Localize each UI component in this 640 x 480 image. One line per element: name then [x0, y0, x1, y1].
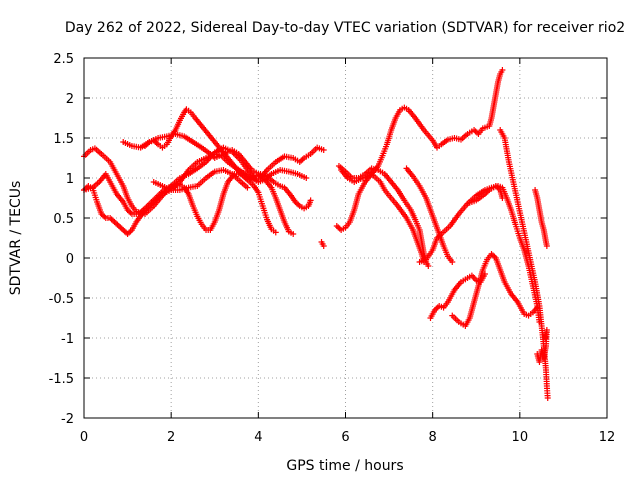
series-14 [449, 251, 541, 329]
data-point [303, 175, 310, 181]
x-tick-label: 0 [80, 430, 88, 445]
series-16 [534, 327, 550, 365]
data-point [320, 147, 327, 153]
data-point [542, 335, 549, 341]
series-9 [335, 163, 432, 269]
y-tick-label: 2.5 [53, 52, 74, 67]
x-tick-label: 6 [341, 430, 349, 445]
y-tick-label: 0 [66, 252, 74, 267]
series-5 [150, 167, 251, 193]
y-tick-label: -1 [61, 332, 74, 347]
series-10 [403, 165, 456, 265]
series-6 [318, 239, 327, 249]
data-point [290, 231, 297, 237]
data-point [320, 243, 327, 249]
y-tick-label: 2 [66, 92, 74, 107]
data-point [544, 395, 551, 401]
chart-title: Day 262 of 2022, Sidereal Day-to-day VTE… [65, 20, 625, 36]
y-tick-labels: -2 -1.5 -1 -0.5 0 0.5 1 1.5 2 2.5 [49, 52, 74, 427]
x-axis-label: GPS time / hours [286, 458, 403, 474]
series-4 [142, 106, 314, 212]
y-axis-label: SDTVAR / TECUs [8, 181, 24, 296]
data-point [499, 195, 506, 201]
data-point [499, 67, 506, 73]
x-tick-labels: 0 2 4 6 8 10 12 [80, 430, 615, 445]
data-point [272, 229, 279, 236]
data-points [81, 67, 551, 401]
x-tick-label: 4 [254, 430, 262, 445]
y-tick-label: -1.5 [49, 372, 74, 387]
data-point [543, 243, 550, 249]
axis-ticks [83, 57, 608, 419]
y-tick-label: 1 [66, 172, 74, 187]
y-tick-label: -0.5 [49, 292, 74, 307]
data-point [307, 197, 314, 204]
y-tick-label: 0.5 [53, 212, 74, 227]
data-point [425, 263, 432, 269]
x-tick-label: 2 [167, 430, 175, 445]
series-12 [464, 183, 506, 207]
series-17 [532, 187, 550, 249]
x-tick-label: 12 [599, 430, 616, 445]
series-2 [81, 171, 279, 236]
grid [84, 58, 607, 418]
data-point [244, 184, 251, 191]
y-tick-label: 1.5 [53, 132, 74, 147]
x-tick-label: 10 [512, 430, 529, 445]
y-tick-label: -2 [61, 412, 74, 427]
data-point [449, 259, 456, 265]
x-tick-label: 8 [429, 430, 437, 445]
